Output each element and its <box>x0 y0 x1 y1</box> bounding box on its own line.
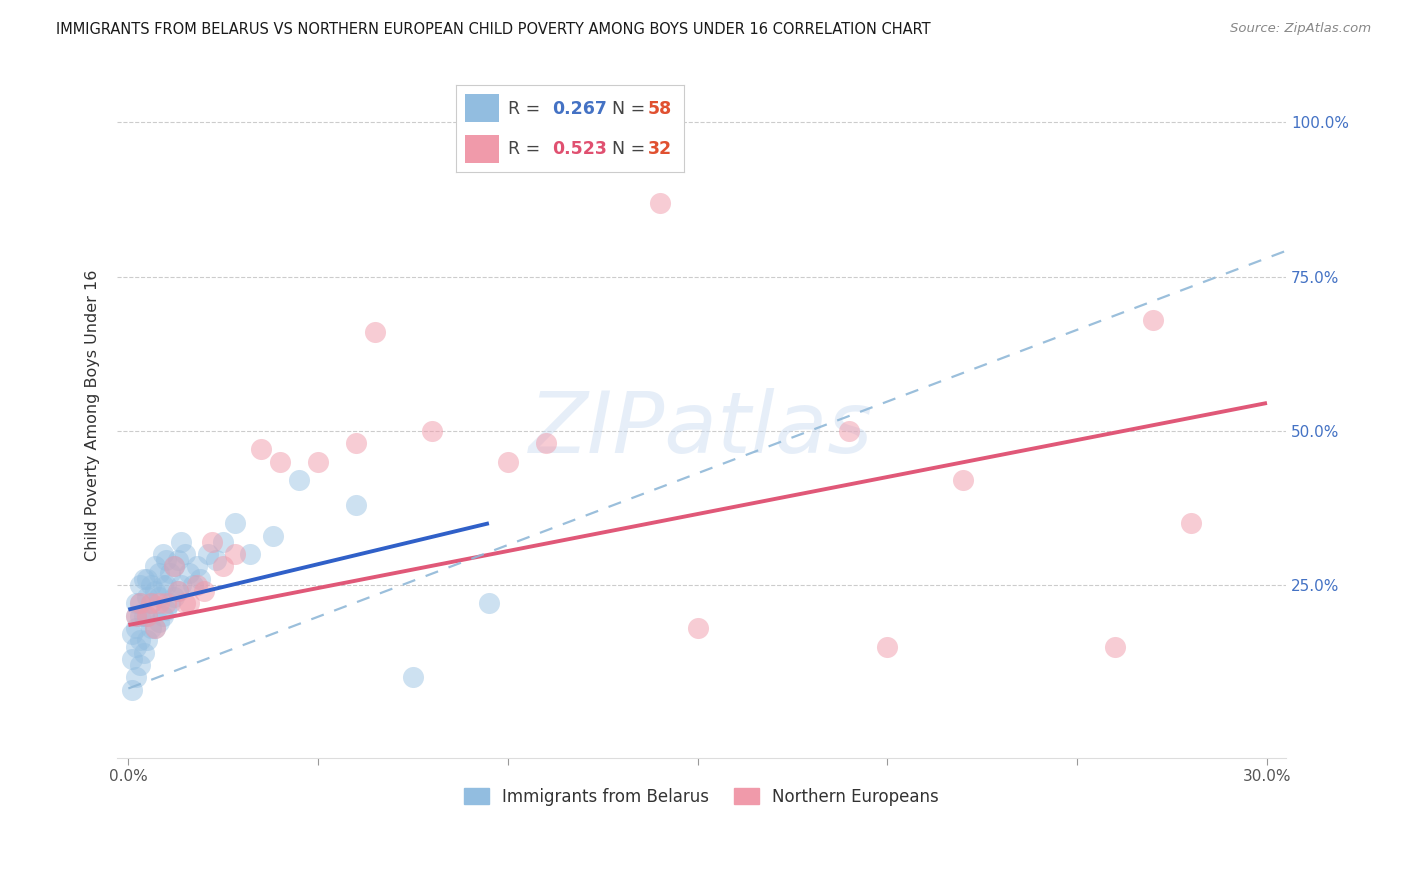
Text: IMMIGRANTS FROM BELARUS VS NORTHERN EUROPEAN CHILD POVERTY AMONG BOYS UNDER 16 C: IMMIGRANTS FROM BELARUS VS NORTHERN EURO… <box>56 22 931 37</box>
Point <box>344 436 367 450</box>
Point <box>155 597 177 611</box>
Point <box>952 473 974 487</box>
Point <box>121 627 143 641</box>
Point <box>155 602 177 616</box>
Point <box>212 534 235 549</box>
Point <box>143 621 166 635</box>
Point <box>181 578 204 592</box>
Point <box>125 621 148 635</box>
Point <box>686 621 709 635</box>
Point <box>170 578 193 592</box>
Point <box>152 547 174 561</box>
Point <box>876 640 898 654</box>
Point <box>163 559 186 574</box>
Point <box>128 597 150 611</box>
Point <box>250 442 273 457</box>
Point <box>128 608 150 623</box>
Point <box>1180 516 1202 531</box>
Text: ZIPatlas: ZIPatlas <box>529 387 873 470</box>
Point <box>204 553 226 567</box>
Point <box>190 572 212 586</box>
Point <box>132 646 155 660</box>
Point <box>420 424 443 438</box>
Point <box>166 553 188 567</box>
Point <box>193 584 215 599</box>
Point <box>174 597 197 611</box>
Point <box>139 597 162 611</box>
Point <box>125 670 148 684</box>
Point <box>177 597 200 611</box>
Legend: Immigrants from Belarus, Northern Europeans: Immigrants from Belarus, Northern Europe… <box>456 780 948 814</box>
Point <box>170 534 193 549</box>
Point <box>125 640 148 654</box>
Point <box>186 559 208 574</box>
Point <box>186 578 208 592</box>
Point <box>262 528 284 542</box>
Point <box>1104 640 1126 654</box>
Point <box>838 424 860 438</box>
Point <box>159 566 181 580</box>
Point <box>139 621 162 635</box>
Point <box>269 454 291 468</box>
Point <box>143 621 166 635</box>
Point <box>174 547 197 561</box>
Point <box>163 559 186 574</box>
Point <box>132 608 155 623</box>
Point <box>197 547 219 561</box>
Point <box>128 658 150 673</box>
Point <box>148 615 170 629</box>
Point <box>344 498 367 512</box>
Point <box>139 578 162 592</box>
Point <box>212 559 235 574</box>
Point <box>143 584 166 599</box>
Point <box>125 597 148 611</box>
Y-axis label: Child Poverty Among Boys Under 16: Child Poverty Among Boys Under 16 <box>86 269 100 561</box>
Point <box>136 572 159 586</box>
Point <box>136 608 159 623</box>
Point <box>177 566 200 580</box>
Point <box>1142 312 1164 326</box>
Point <box>201 534 224 549</box>
Point <box>152 608 174 623</box>
Point <box>159 597 181 611</box>
Point <box>239 547 262 561</box>
Point <box>121 682 143 697</box>
Point <box>402 670 425 684</box>
Point <box>152 578 174 592</box>
Point <box>128 578 150 592</box>
Point <box>307 454 329 468</box>
Point <box>121 652 143 666</box>
Point <box>163 591 186 605</box>
Point <box>166 584 188 599</box>
Point <box>132 572 155 586</box>
Point <box>136 591 159 605</box>
Point <box>136 608 159 623</box>
Text: Source: ZipAtlas.com: Source: ZipAtlas.com <box>1230 22 1371 36</box>
Point <box>364 325 387 339</box>
Point <box>148 566 170 580</box>
Point <box>648 195 671 210</box>
Point <box>534 436 557 450</box>
Point <box>139 597 162 611</box>
Point <box>478 597 501 611</box>
Point <box>166 584 188 599</box>
Point <box>288 473 311 487</box>
Point <box>128 597 150 611</box>
Point <box>136 633 159 648</box>
Point <box>148 591 170 605</box>
Point <box>125 608 148 623</box>
Point <box>224 547 246 561</box>
Point <box>155 578 177 592</box>
Point <box>224 516 246 531</box>
Point <box>496 454 519 468</box>
Point <box>148 597 170 611</box>
Point <box>155 553 177 567</box>
Point <box>128 633 150 648</box>
Point <box>125 608 148 623</box>
Point <box>143 559 166 574</box>
